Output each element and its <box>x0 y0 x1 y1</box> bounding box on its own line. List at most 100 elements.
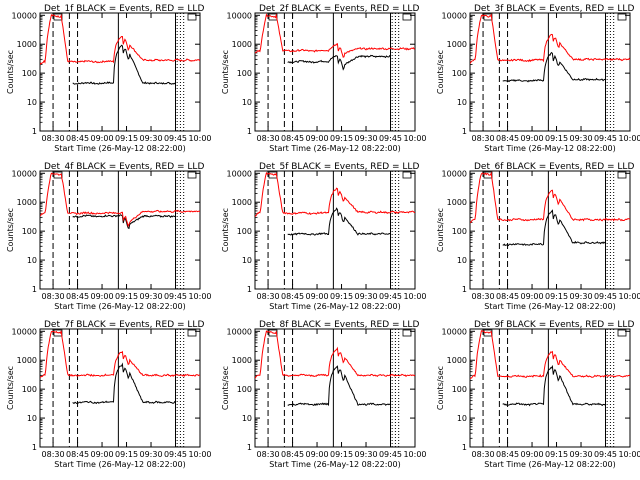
y-tick-label: 1000 <box>17 198 37 207</box>
x-tick-label: 08:45 <box>281 450 304 459</box>
x-tick-label: 09:45 <box>594 450 617 459</box>
y-tick-label: 100 <box>22 385 37 394</box>
series-line-events <box>502 51 606 109</box>
y-tick-label: 1000 <box>17 40 37 49</box>
y-tick-label: 1000 <box>447 198 467 207</box>
series-line-events <box>287 207 391 263</box>
series-line-events <box>502 364 606 434</box>
y-tick-label: 10000 <box>442 11 467 20</box>
x-tick-label: 09:15 <box>330 134 353 143</box>
x-tick-label: 09:15 <box>115 450 138 459</box>
x-tick-label: 09:45 <box>379 450 402 459</box>
x-tick-label: 09:15 <box>115 134 138 143</box>
x-tick-label: 09:45 <box>164 450 187 459</box>
panel-title: Det_3f BLACK = Events, RED = LLD <box>474 4 634 14</box>
y-tick-label: 10 <box>27 98 37 107</box>
marker-box <box>53 329 63 337</box>
x-tick-label: 08:30 <box>472 134 495 143</box>
y-tick-label: 10000 <box>227 11 252 20</box>
x-tick-label: 09:00 <box>521 292 544 301</box>
detector-panel-6: Det_6f BLACK = Events, RED = LLD 1 10 100 10… <box>436 162 640 311</box>
detector-panel-2: Det_2f BLACK = Events, RED = LLD 1 10 100 10… <box>221 4 427 153</box>
y-tick-label: 10000 <box>442 169 467 178</box>
y-tick-label: 1000 <box>232 356 252 365</box>
series-line-lld <box>40 172 200 228</box>
y-tick-label: 10000 <box>227 169 252 178</box>
x-axis-label: Start Time (26-May-12 08:22:00) <box>269 302 400 311</box>
y-tick-label: 10 <box>457 414 467 423</box>
x-tick-label: 08:45 <box>496 450 519 459</box>
plot-frame <box>254 328 416 448</box>
x-tick-label: 08:45 <box>496 134 519 143</box>
x-tick-label: 09:15 <box>330 292 353 301</box>
panel-title: Det_8f BLACK = Events, RED = LLD <box>259 320 419 330</box>
x-tick-label: 09:00 <box>91 134 114 143</box>
y-tick-label: 1 <box>462 127 467 136</box>
x-tick-label: 09:30 <box>569 134 592 143</box>
marker-box <box>617 13 627 21</box>
x-tick-label: 08:45 <box>496 292 519 301</box>
x-axis-label: Start Time (26-May-12 08:22:00) <box>484 302 615 311</box>
x-tick-label: 09:00 <box>306 292 329 301</box>
x-tick-label: 10:00 <box>188 450 211 459</box>
y-tick-label: 10 <box>242 414 252 423</box>
x-axis-label: Start Time (26-May-12 08:22:00) <box>54 460 185 469</box>
y-tick-label: 100 <box>22 69 37 78</box>
marker-box <box>402 329 412 337</box>
marker-box <box>483 329 493 337</box>
y-tick-label: 1000 <box>447 40 467 49</box>
y-axis-label: Counts/sec <box>6 366 15 410</box>
x-tick-label: 10:00 <box>403 134 426 143</box>
x-tick-label: 08:45 <box>281 134 304 143</box>
plot-frame <box>39 170 201 290</box>
series-line-lld <box>255 330 415 379</box>
x-axis-label: Start Time (26-May-12 08:22:00) <box>484 460 615 469</box>
y-tick-label: 10 <box>27 256 37 265</box>
x-tick-label: 09:30 <box>569 292 592 301</box>
y-tick-label: 1000 <box>232 198 252 207</box>
x-tick-label: 09:45 <box>164 134 187 143</box>
x-tick-label: 09:45 <box>594 134 617 143</box>
marker-box <box>402 13 412 21</box>
x-tick-label: 09:45 <box>164 292 187 301</box>
y-tick-label: 1 <box>247 285 252 294</box>
y-tick-label: 1000 <box>447 356 467 365</box>
y-tick-label: 10 <box>457 98 467 107</box>
x-tick-label: 08:45 <box>66 292 89 301</box>
panel-title: Det_2f BLACK = Events, RED = LLD <box>259 4 419 14</box>
marker-box <box>53 13 63 21</box>
series-line-lld <box>470 171 630 223</box>
y-axis-label: Counts/sec <box>436 208 445 252</box>
x-tick-label: 09:15 <box>545 450 568 459</box>
x-tick-label: 09:00 <box>306 450 329 459</box>
x-tick-label: 09:00 <box>91 450 114 459</box>
y-axis-label: Counts/sec <box>6 208 15 252</box>
y-tick-label: 100 <box>237 69 252 78</box>
y-tick-label: 10 <box>242 98 252 107</box>
y-tick-label: 1000 <box>17 356 37 365</box>
y-tick-label: 10000 <box>227 327 252 336</box>
plot-frame <box>254 170 416 290</box>
y-tick-label: 10 <box>27 414 37 423</box>
x-tick-label: 10:00 <box>403 292 426 301</box>
x-tick-label: 09:15 <box>545 134 568 143</box>
plot-frame <box>469 12 631 132</box>
marker-box <box>53 171 63 179</box>
series-line-lld <box>470 330 630 380</box>
detector-panel-9: Det_9f BLACK = Events, RED = LLD 1 10 100 10… <box>436 320 640 469</box>
y-axis-label: Counts/sec <box>6 50 15 94</box>
x-tick-label: 10:00 <box>188 292 211 301</box>
y-axis-label: Counts/sec <box>221 50 230 94</box>
y-tick-label: 10000 <box>12 327 37 336</box>
x-tick-label: 08:30 <box>472 292 495 301</box>
detector-panel-5: Det_5f BLACK = Events, RED = LLD 1 10 100 10… <box>221 162 427 311</box>
x-tick-label: 08:30 <box>257 450 280 459</box>
series-line-events <box>287 365 391 434</box>
y-axis-label: Counts/sec <box>221 366 230 410</box>
detector-panel-1: Det_1f BLACK = Events, RED = LLD 1 10 100 10… <box>6 4 212 153</box>
y-tick-label: 10000 <box>12 169 37 178</box>
marker-box <box>617 171 627 179</box>
x-tick-label: 08:45 <box>66 134 89 143</box>
detector-panel-3: Det_3f BLACK = Events, RED = LLD 1 10 100 10… <box>436 4 640 153</box>
x-tick-label: 10:00 <box>403 450 426 459</box>
